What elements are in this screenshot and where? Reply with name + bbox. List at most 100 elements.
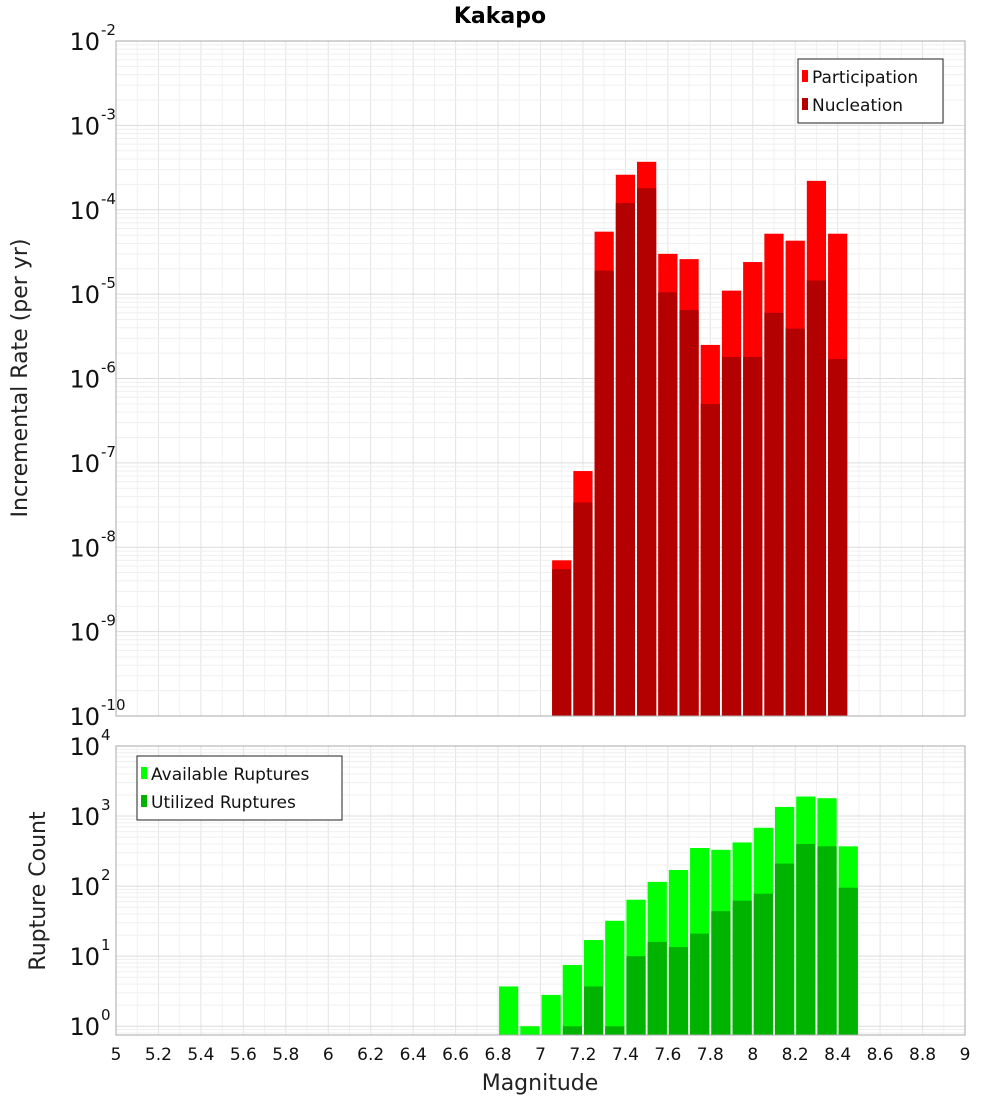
rate-y-tick-exponent: -4 — [101, 190, 116, 208]
count-bar-available-ruptures — [605, 920, 625, 1035]
chart-title: Kakapo — [454, 4, 546, 29]
count-legend-box — [136, 755, 343, 821]
x-tick-label: 7 — [535, 1045, 546, 1065]
rate-y-tick-exponent: -5 — [101, 274, 116, 292]
rate-bar-nucleation — [679, 309, 699, 716]
x-tick-label: 5.4 — [187, 1045, 214, 1065]
x-axis-label: Magnitude — [482, 1071, 599, 1096]
rate-y-tick-exponent: -10 — [101, 696, 126, 714]
rate-legend-label: Participation — [812, 68, 918, 88]
x-tick-label: 8 — [747, 1045, 758, 1065]
count-bar-available-ruptures — [562, 964, 582, 1035]
count-bar-utilized-ruptures — [753, 893, 773, 1035]
rate-legend-swatch — [802, 70, 808, 82]
rate-y-tick-label: 10 — [69, 619, 100, 647]
count-y-tick-label: 10 — [69, 1013, 100, 1041]
rate-y-tick-label: 10 — [69, 534, 100, 562]
rate-bar-nucleation — [721, 356, 742, 716]
count-bar-utilized-ruptures — [668, 947, 689, 1035]
count-bar-utilized-ruptures — [583, 986, 604, 1035]
count-bar-utilized-ruptures — [711, 911, 731, 1035]
count-bar-utilized-ruptures — [605, 1026, 625, 1035]
count-bar-utilized-ruptures — [817, 846, 837, 1035]
x-axis-ticks: 5 5.2 5.4 5.6 5.8 6 6.2 6.4 6.6 6.8 7 7.2 7.4 7.6 7.8 8… — [111, 1045, 971, 1065]
rate-plot-border — [115, 40, 966, 717]
count-legend-label: Available Ruptures — [151, 765, 309, 785]
rate-legend: Participation Nucleation — [797, 58, 944, 124]
x-tick-label: 5 — [111, 1045, 122, 1065]
count-legend-swatch — [141, 767, 147, 779]
count-bar-utilized-ruptures — [626, 956, 646, 1035]
rate-y-tick-label: 10 — [69, 703, 100, 731]
count-y-tick-label: 10 — [69, 733, 100, 761]
count-y-tick-label: 10 — [69, 943, 100, 971]
count-y-tick-label: 10 — [69, 803, 100, 831]
count-bar-utilized-ruptures — [838, 887, 858, 1035]
count-bar-utilized-ruptures — [690, 933, 710, 1035]
count-y-tick-exponent: 3 — [101, 796, 111, 814]
rate-bar-nucleation — [743, 356, 763, 716]
rate-y-tick-exponent: -7 — [101, 443, 116, 461]
count-bar-available-ruptures — [499, 986, 519, 1035]
x-tick-label: 5.6 — [230, 1045, 257, 1065]
count-bar-available-ruptures — [520, 1026, 540, 1035]
rate-bar-nucleation — [594, 270, 614, 716]
count-legend: Available Ruptures Utilized Ruptures — [136, 755, 343, 821]
count-bar-utilized-ruptures — [732, 900, 752, 1035]
rate-bar-nucleation — [700, 403, 720, 716]
count-legend-swatch — [141, 795, 147, 807]
rate-bar-nucleation — [552, 569, 572, 716]
x-tick-label: 8.8 — [909, 1045, 936, 1065]
rate-y-tick-exponent: -3 — [101, 105, 116, 123]
rate-y-tick-label: 10 — [69, 112, 100, 140]
x-tick-label: 6 — [323, 1045, 334, 1065]
rate-bar-nucleation — [764, 312, 784, 716]
count-y-tick-exponent: 4 — [101, 726, 111, 744]
rate-bar-nucleation — [806, 280, 827, 716]
x-tick-label: 6.2 — [357, 1045, 384, 1065]
count-plot-border — [115, 745, 966, 1036]
rate-y-tick-exponent: -2 — [101, 21, 116, 39]
rate-bar-nucleation — [573, 502, 593, 716]
rate-y-axis-label: Incremental Rate (per yr) — [8, 239, 33, 518]
rate-y-tick-label: 10 — [69, 450, 100, 478]
count-bars — [499, 796, 858, 1035]
count-y-axis-label: Rupture Count — [26, 811, 51, 971]
rate-y-tick-label: 10 — [69, 281, 100, 309]
rate-legend-swatch — [802, 98, 808, 110]
rate-y-tick-label: 10 — [69, 28, 100, 56]
x-tick-label: 8.6 — [867, 1045, 894, 1065]
x-tick-label: 7.6 — [654, 1045, 681, 1065]
x-tick-label: 8.4 — [824, 1045, 851, 1065]
rate-y-tick-exponent: -9 — [101, 612, 116, 630]
x-tick-label: 5.2 — [145, 1045, 172, 1065]
count-bar-utilized-ruptures — [774, 863, 795, 1035]
x-tick-label: 5.8 — [272, 1045, 299, 1065]
rate-bars — [552, 161, 848, 717]
count-bar-utilized-ruptures — [647, 941, 667, 1035]
x-tick-label: 9 — [960, 1045, 971, 1065]
rate-y-tick-label: 10 — [69, 197, 100, 225]
rate-y-tick-exponent: -8 — [101, 527, 116, 545]
rate-y-tick-label: 10 — [69, 366, 100, 394]
count-y-tick-exponent: 0 — [101, 1006, 111, 1024]
x-tick-label: 7.4 — [612, 1045, 639, 1065]
count-bar-utilized-ruptures — [796, 843, 816, 1035]
rate-legend-box — [797, 58, 944, 124]
rate-bar-nucleation — [615, 203, 636, 716]
rate-y-tick-exponent: -6 — [101, 359, 116, 377]
x-tick-label: 6.8 — [485, 1045, 512, 1065]
x-tick-label: 6.6 — [442, 1045, 469, 1065]
count-y-tick-exponent: 2 — [101, 866, 111, 884]
rate-bar-nucleation — [637, 188, 657, 717]
count-y-tick-label: 10 — [69, 873, 100, 901]
count-y-tick-exponent: 1 — [101, 936, 111, 954]
x-tick-label: 6.4 — [400, 1045, 427, 1065]
count-bar-utilized-ruptures — [562, 1026, 582, 1035]
rate-bar-nucleation — [785, 328, 805, 716]
rate-bar-nucleation — [658, 292, 678, 716]
